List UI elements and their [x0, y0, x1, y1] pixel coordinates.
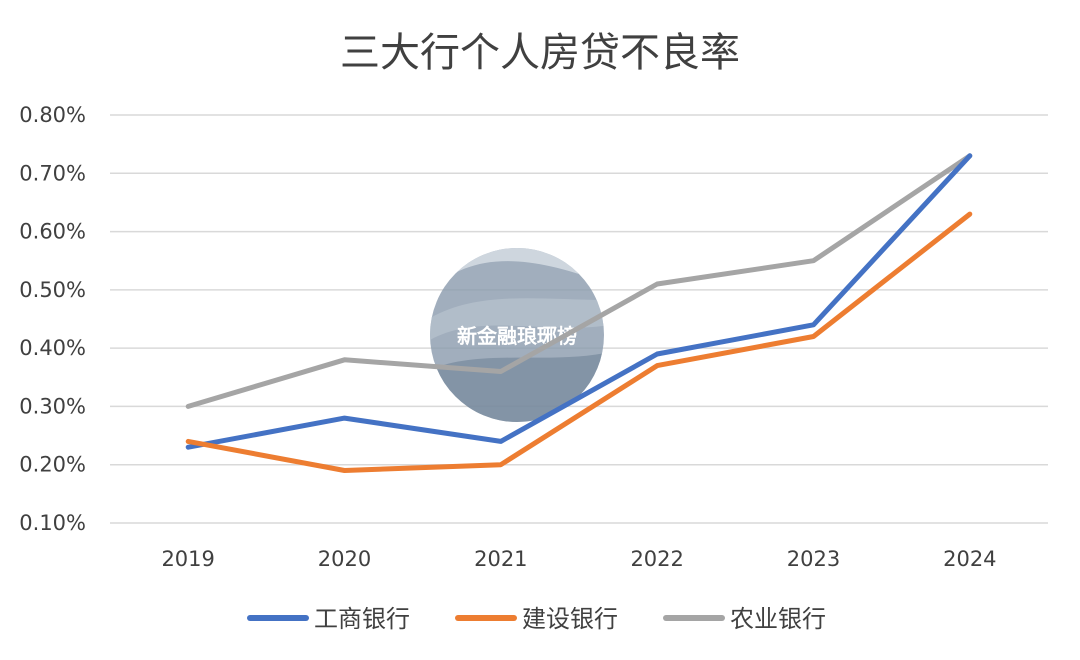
x-tick-label: 2021	[474, 547, 527, 571]
y-tick-label: 0.30%	[19, 394, 86, 418]
legend-label: 建设银行	[522, 605, 618, 633]
legend-label: 工商银行	[314, 605, 410, 633]
y-tick-label: 0.60%	[19, 220, 86, 244]
y-tick-label: 0.10%	[19, 511, 86, 535]
x-tick-label: 2020	[318, 547, 371, 571]
watermark-logo: 新金融琅琊榜	[430, 248, 604, 422]
series-line	[185, 153, 973, 409]
y-tick-label: 0.70%	[19, 161, 86, 185]
x-tick-label: 2024	[943, 547, 996, 571]
x-tick-label: 2022	[630, 547, 683, 571]
x-axis-ticks: 2019 2020 2021 2022 2023 2024	[161, 547, 996, 571]
legend-label: 农业银行	[730, 605, 826, 633]
legend: 工商银行 建设银行 农业银行	[247, 605, 826, 633]
series-line	[185, 211, 973, 473]
series-line	[185, 153, 973, 450]
watermark-text: 新金融琅琊榜	[457, 324, 577, 348]
y-tick-label: 0.80%	[19, 103, 86, 127]
y-tick-label: 0.40%	[19, 336, 86, 360]
y-axis-ticks: 0.10% 0.20% 0.30% 0.40% 0.50% 0.60% 0.70% 0.80%	[19, 103, 86, 535]
x-tick-label: 2023	[787, 547, 840, 571]
series-lines	[185, 153, 973, 473]
x-tick-label: 2019	[161, 547, 214, 571]
y-tick-label: 0.20%	[19, 453, 86, 477]
chart-title: 三大行个人房贷不良率	[340, 30, 740, 76]
y-tick-label: 0.50%	[19, 278, 86, 302]
